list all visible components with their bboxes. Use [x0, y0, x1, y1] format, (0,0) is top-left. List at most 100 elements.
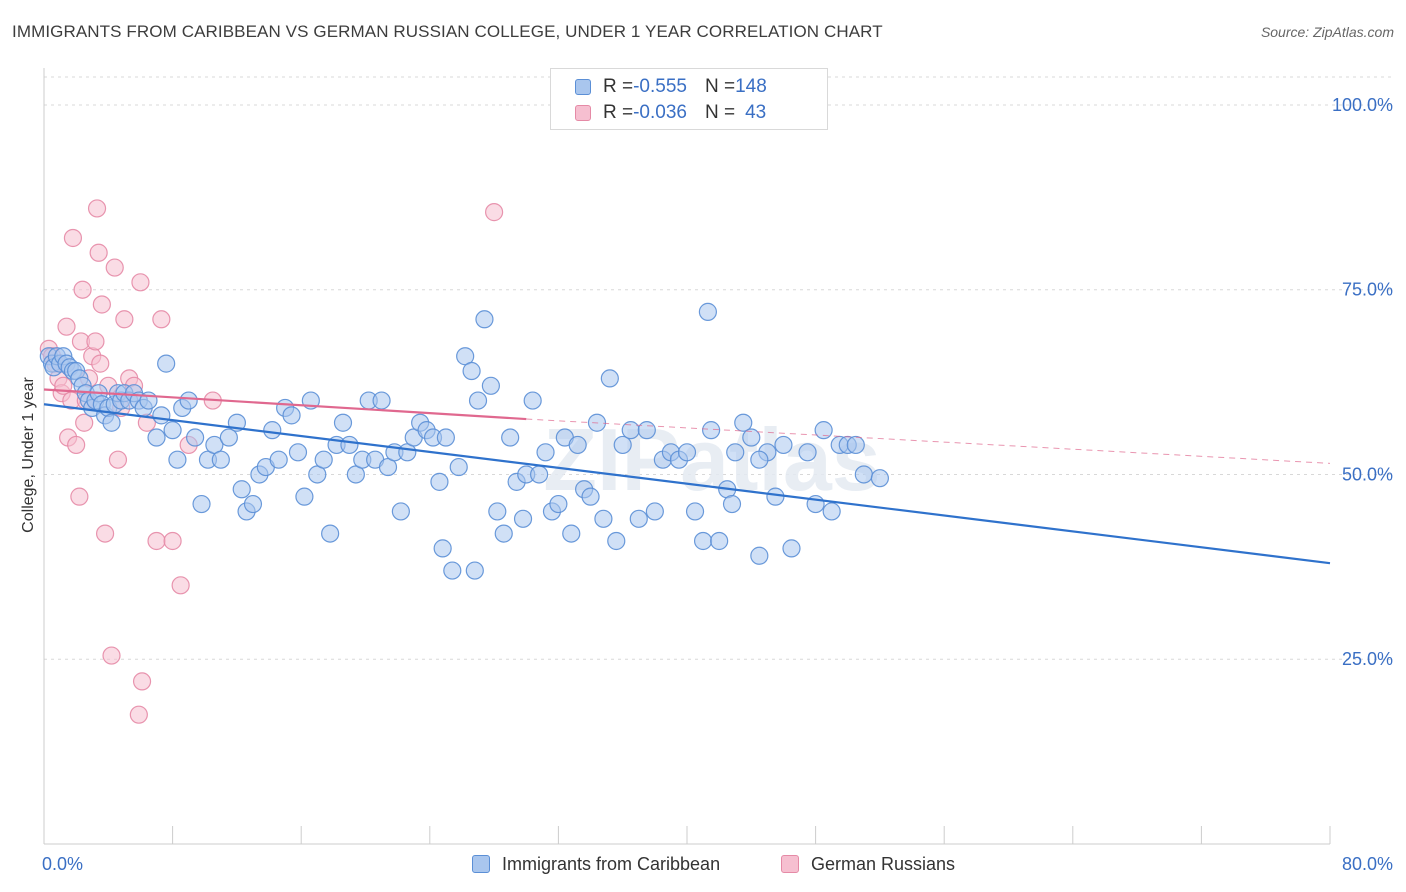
data-point — [782, 539, 801, 558]
data-point — [677, 443, 697, 462]
data-point — [57, 317, 76, 336]
data-point — [192, 494, 211, 514]
data-point — [501, 428, 520, 447]
data-point — [494, 524, 513, 543]
data-point — [171, 576, 190, 595]
data-point — [288, 443, 308, 462]
data-point — [443, 561, 462, 580]
data-point — [702, 421, 721, 440]
data-point — [629, 509, 648, 528]
legend-n-label: N = — [704, 102, 736, 123]
data-point — [63, 228, 83, 248]
y-tick-label: 75.0% — [1342, 280, 1393, 300]
data-point — [581, 487, 600, 506]
data-point — [263, 421, 282, 440]
data-point — [710, 531, 729, 551]
legend-r-label: R = — [603, 102, 634, 123]
data-point — [372, 391, 391, 410]
data-point — [147, 531, 166, 551]
y-tick-label: 25.0% — [1342, 649, 1393, 669]
data-point — [846, 435, 865, 455]
legend-swatch-blue — [472, 855, 490, 873]
data-point — [449, 457, 468, 477]
data-point — [132, 672, 152, 691]
data-point — [798, 443, 817, 462]
data-point — [766, 487, 785, 506]
data-point — [157, 354, 176, 373]
legend-swatch-pink — [575, 105, 591, 121]
data-point — [108, 450, 128, 469]
y-tick-label: 50.0% — [1342, 464, 1393, 484]
data-point — [87, 199, 107, 218]
x-tick-label: 80.0% — [1342, 854, 1393, 874]
data-point — [321, 524, 340, 543]
data-point — [645, 502, 664, 521]
data-point — [698, 302, 717, 321]
data-point — [742, 428, 761, 447]
data-point — [734, 413, 753, 432]
data-point — [594, 509, 613, 528]
data-point — [568, 435, 587, 455]
data-point — [693, 531, 713, 551]
data-point — [854, 465, 873, 484]
legend-n-value: 43 — [745, 102, 767, 123]
data-point — [73, 280, 92, 299]
x-tick-label: 0.0% — [42, 854, 83, 874]
data-point — [433, 539, 452, 558]
data-point — [211, 450, 230, 469]
data-point — [621, 421, 640, 440]
data-point — [822, 502, 841, 521]
legend-swatch-blue — [575, 79, 591, 95]
legend-label-german-russians: German Russians — [811, 853, 956, 874]
data-point — [295, 487, 314, 506]
data-point — [163, 421, 182, 440]
data-point — [613, 435, 632, 455]
data-point — [436, 428, 455, 447]
data-point — [562, 524, 581, 543]
data-point — [163, 531, 182, 551]
data-point — [129, 705, 148, 724]
data-point — [488, 502, 507, 521]
data-point — [179, 391, 198, 410]
source-label: Source: ZipAtlas.com — [1260, 24, 1394, 40]
data-point — [523, 391, 542, 410]
data-point — [726, 443, 745, 462]
data-point — [468, 391, 488, 410]
data-point — [549, 494, 568, 514]
data-point — [70, 487, 89, 506]
data-point — [282, 406, 301, 425]
data-point — [513, 509, 533, 528]
data-point — [95, 524, 115, 543]
data-point — [600, 369, 619, 388]
legend-label-caribbean: Immigrants from Caribbean — [502, 853, 721, 874]
trend-lines — [43, 388, 1331, 565]
data-point — [814, 421, 833, 440]
legend-r-value: -0.555 — [633, 76, 687, 97]
legend-swatch-pink — [781, 855, 799, 873]
trend-line-caribbean — [43, 403, 1331, 565]
data-point — [750, 546, 769, 565]
data-point — [530, 465, 549, 484]
legend-row-german-russians: R = -0.036 N = 43 — [575, 101, 766, 125]
legend-n-label: N = — [704, 76, 736, 97]
data-point — [91, 354, 110, 373]
data-point — [86, 332, 105, 351]
data-point — [430, 472, 449, 491]
data-point — [115, 310, 134, 329]
data-point — [637, 421, 656, 440]
data-point — [722, 494, 742, 514]
trend-extension-german-russians — [526, 418, 1331, 464]
y-axis-label: College, Under 1 year — [20, 377, 37, 533]
data-point — [243, 494, 263, 514]
data-point — [67, 435, 86, 455]
data-point — [232, 480, 251, 499]
axes — [43, 68, 1331, 845]
data-point — [92, 295, 111, 314]
data-point — [105, 258, 124, 277]
data-point — [102, 646, 121, 665]
data-point — [152, 406, 171, 425]
chart-title: IMMIGRANTS FROM CARIBBEAN VS GERMAN RUSS… — [12, 22, 883, 41]
data-point — [147, 428, 166, 447]
data-point — [186, 428, 205, 447]
